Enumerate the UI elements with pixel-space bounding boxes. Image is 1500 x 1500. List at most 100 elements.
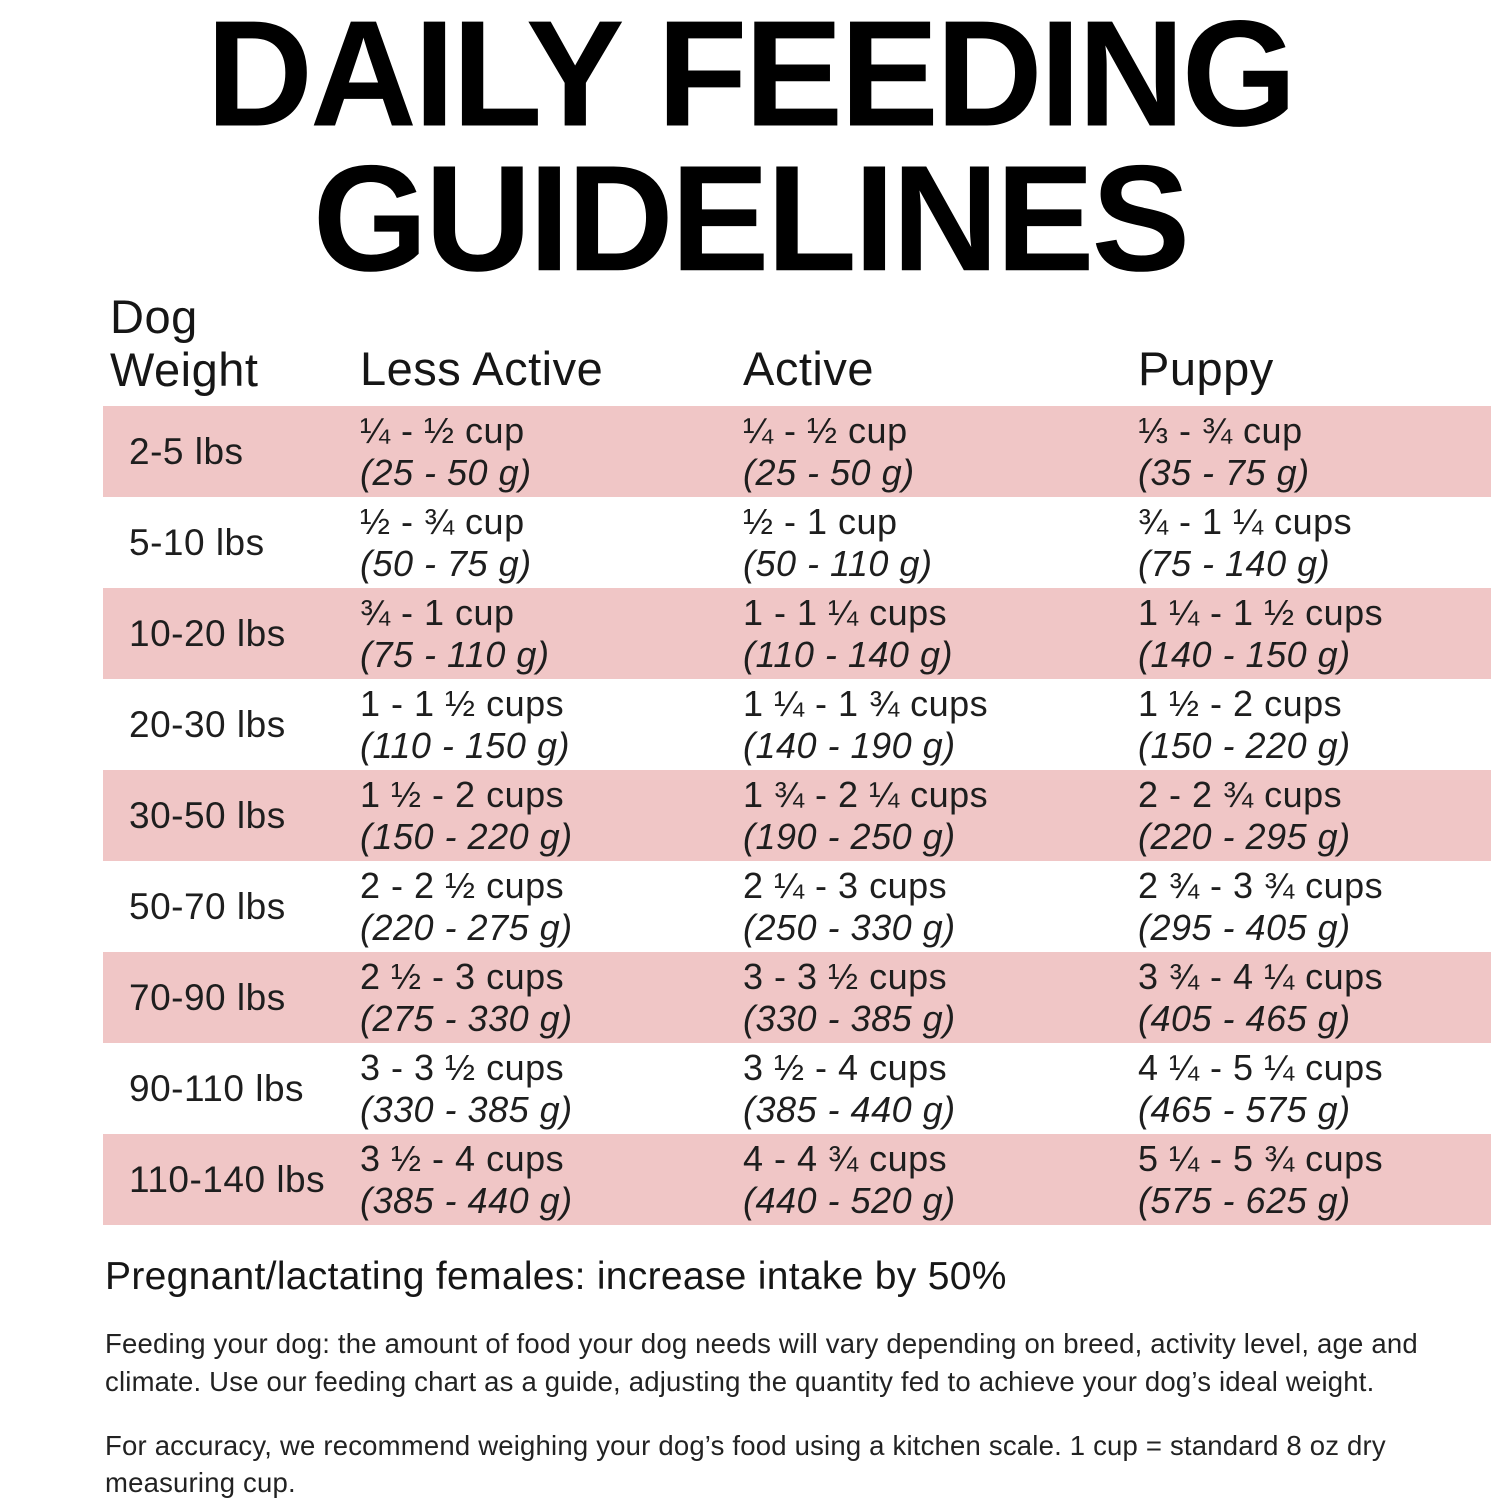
weight-cell: 30-50 lbs <box>129 794 286 836</box>
cups-amount: ¼ - ½ cup <box>743 409 908 451</box>
cups-amount: 3 ½ - 4 cups <box>360 1137 565 1179</box>
grams-amount: (295 - 405 g) <box>1138 906 1351 948</box>
cups-amount: ¼ - ½ cup <box>360 409 525 451</box>
grams-amount: (385 - 440 g) <box>743 1088 956 1130</box>
dog-weight-header-line-2: Weight <box>110 342 259 396</box>
weight-cell: 70-90 lbs <box>129 976 286 1018</box>
table-row: 90-110 lbs 3 - 3 ½ cups (330 - 385 g) 3 … <box>103 1043 1491 1134</box>
note-accuracy: For accuracy, we recommend weighing your… <box>105 1429 1386 1499</box>
puppy-cell: 2 - 2 ¾ cups (220 - 295 g) <box>1138 774 1491 858</box>
less-active-cell: 2 ½ - 3 cups (275 - 330 g) <box>360 956 743 1040</box>
cups-amount: 1 - 1 ¼ cups <box>743 591 948 633</box>
less-active-cell: ¼ - ½ cup (25 - 50 g) <box>360 410 743 494</box>
grams-amount: (250 - 330 g) <box>743 906 956 948</box>
grams-amount: (465 - 575 g) <box>1138 1088 1351 1130</box>
weight-cell: 5-10 lbs <box>129 521 265 563</box>
cups-amount: 5 ¼ - 5 ¾ cups <box>1138 1137 1384 1179</box>
cups-amount: ¾ - 1 ¼ cups <box>1138 500 1353 542</box>
grams-amount: (75 - 110 g) <box>360 633 550 675</box>
puppy-cell: 2 ¾ - 3 ¾ cups (295 - 405 g) <box>1138 865 1491 949</box>
grams-amount: (140 - 150 g) <box>1138 633 1351 675</box>
weight-cell: 2-5 lbs <box>129 430 244 472</box>
cups-amount: 2 ½ - 3 cups <box>360 955 565 997</box>
table-row: 2-5 lbs ¼ - ½ cup (25 - 50 g) ¼ - ½ cup … <box>103 406 1491 498</box>
table-row: 70-90 lbs 2 ½ - 3 cups (275 - 330 g) 3 -… <box>103 952 1491 1044</box>
cups-amount: 2 ¾ - 3 ¾ cups <box>1138 864 1384 906</box>
puppy-cell: ⅓ - ¾ cup (35 - 75 g) <box>1138 410 1491 494</box>
less-active-cell: 2 - 2 ½ cups (220 - 275 g) <box>360 865 743 949</box>
active-cell: 1 - 1 ¼ cups (110 - 140 g) <box>743 592 1138 676</box>
cups-amount: 3 ¾ - 4 ¼ cups <box>1138 955 1384 997</box>
weight-cell: 10-20 lbs <box>129 612 286 654</box>
less-active-cell: 1 ½ - 2 cups (150 - 220 g) <box>360 774 743 858</box>
weight-cell: 20-30 lbs <box>129 703 286 745</box>
active-cell: 3 - 3 ½ cups (330 - 385 g) <box>743 956 1138 1040</box>
table-row: 5-10 lbs ½ - ¾ cup (50 - 75 g) ½ - 1 cup… <box>103 497 1491 588</box>
column-header-dog-weight: Dog Weight <box>103 289 360 396</box>
grams-amount: (75 - 140 g) <box>1138 542 1331 584</box>
cups-amount: 1 ¾ - 2 ¼ cups <box>743 773 989 815</box>
column-header-less-active: Less Active <box>360 342 604 396</box>
puppy-cell: 4 ¼ - 5 ¼ cups (465 - 575 g) <box>1138 1047 1491 1131</box>
table-row: 50-70 lbs 2 - 2 ½ cups (220 - 275 g) 2 ¼… <box>103 861 1491 952</box>
dog-weight-header-line-1: Dog <box>110 289 198 343</box>
page-title: DAILY FEEDING GUIDELINES <box>0 0 1500 304</box>
cups-amount: 1 ¼ - 1 ¾ cups <box>743 682 989 724</box>
cups-amount: 2 - 2 ½ cups <box>360 864 565 906</box>
cups-amount: 4 ¼ - 5 ¼ cups <box>1138 1046 1384 1088</box>
cups-amount: 2 - 2 ¾ cups <box>1138 773 1343 815</box>
grams-amount: (330 - 385 g) <box>743 997 956 1039</box>
puppy-cell: 3 ¾ - 4 ¼ cups (405 - 465 g) <box>1138 956 1491 1040</box>
weight-cell: 50-70 lbs <box>129 885 286 927</box>
grams-amount: (330 - 385 g) <box>360 1088 573 1130</box>
active-cell: 1 ¾ - 2 ¼ cups (190 - 250 g) <box>743 774 1138 858</box>
weight-cell: 90-110 lbs <box>129 1067 305 1109</box>
table-header-row: Dog Weight Less Active Active Puppy <box>103 289 1491 406</box>
feeding-table: Dog Weight Less Active Active Puppy 2-5 … <box>103 289 1491 1226</box>
puppy-cell: 1 ¼ - 1 ½ cups (140 - 150 g) <box>1138 592 1491 676</box>
grams-amount: (405 - 465 g) <box>1138 997 1351 1039</box>
grams-amount: (50 - 75 g) <box>360 542 532 584</box>
less-active-cell: 3 ½ - 4 cups (385 - 440 g) <box>360 1138 743 1222</box>
puppy-cell: 5 ¼ - 5 ¾ cups (575 - 625 g) <box>1138 1138 1491 1222</box>
grams-amount: (150 - 220 g) <box>360 815 573 857</box>
grams-amount: (25 - 50 g) <box>360 451 532 493</box>
grams-amount: (25 - 50 g) <box>743 451 915 493</box>
cups-amount: 4 - 4 ¾ cups <box>743 1137 948 1179</box>
active-cell: ¼ - ½ cup (25 - 50 g) <box>743 410 1138 494</box>
grams-amount: (35 - 75 g) <box>1138 451 1310 493</box>
active-cell: 1 ¼ - 1 ¾ cups (140 - 190 g) <box>743 683 1138 767</box>
active-cell: 3 ½ - 4 cups (385 - 440 g) <box>743 1047 1138 1131</box>
active-cell: 2 ¼ - 3 cups (250 - 330 g) <box>743 865 1138 949</box>
active-cell: ½ - 1 cup (50 - 110 g) <box>743 501 1138 585</box>
active-cell: 4 - 4 ¾ cups (440 - 520 g) <box>743 1138 1138 1222</box>
less-active-cell: ¾ - 1 cup (75 - 110 g) <box>360 592 743 676</box>
table-row: 20-30 lbs 1 - 1 ½ cups (110 - 150 g) 1 ¼… <box>103 679 1491 770</box>
grams-amount: (220 - 295 g) <box>1138 815 1351 857</box>
page-title-line-2: GUIDELINES <box>312 134 1191 304</box>
less-active-cell: 1 - 1 ½ cups (110 - 150 g) <box>360 683 743 767</box>
cups-amount: ½ - 1 cup <box>743 500 898 542</box>
weight-cell: 110-140 lbs <box>129 1158 326 1200</box>
puppy-cell: ¾ - 1 ¼ cups (75 - 140 g) <box>1138 501 1491 585</box>
column-header-active: Active <box>743 342 874 396</box>
grams-amount: (150 - 220 g) <box>1138 724 1351 766</box>
page-title-line-1: DAILY FEEDING <box>206 0 1297 159</box>
cups-amount: 3 - 3 ½ cups <box>360 1046 565 1088</box>
grams-amount: (110 - 150 g) <box>360 724 570 766</box>
note-pregnant: Pregnant/lactating females: increase int… <box>105 1255 1007 1299</box>
cups-amount: 1 - 1 ½ cups <box>360 682 565 724</box>
grams-amount: (385 - 440 g) <box>360 1179 573 1221</box>
puppy-cell: 1 ½ - 2 cups (150 - 220 g) <box>1138 683 1491 767</box>
cups-amount: 3 - 3 ½ cups <box>743 955 948 997</box>
table-row: 30-50 lbs 1 ½ - 2 cups (150 - 220 g) 1 ¾… <box>103 770 1491 862</box>
cups-amount: 1 ½ - 2 cups <box>1138 682 1343 724</box>
grams-amount: (140 - 190 g) <box>743 724 956 766</box>
grams-amount: (50 - 110 g) <box>743 542 933 584</box>
less-active-cell: 3 - 3 ½ cups (330 - 385 g) <box>360 1047 743 1131</box>
table-row: 10-20 lbs ¾ - 1 cup (75 - 110 g) 1 - 1 ¼… <box>103 588 1491 680</box>
cups-amount: 3 ½ - 4 cups <box>743 1046 948 1088</box>
cups-amount: 1 ¼ - 1 ½ cups <box>1138 591 1384 633</box>
table-row: 110-140 lbs 3 ½ - 4 cups (385 - 440 g) 4… <box>103 1134 1491 1226</box>
grams-amount: (110 - 140 g) <box>743 633 953 675</box>
